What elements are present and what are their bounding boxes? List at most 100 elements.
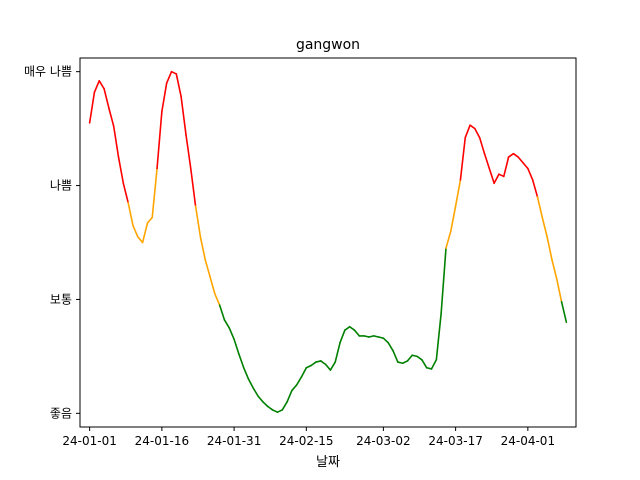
series-line-segment	[339, 329, 346, 344]
series-line-segment	[531, 179, 539, 198]
y-tick-label: 매우 나쁨	[24, 65, 72, 79]
series-line-segment	[440, 247, 447, 314]
series-line-segment	[170, 70, 178, 75]
series-layer	[88, 70, 568, 413]
series-line-segment	[449, 205, 457, 232]
series-line-segment	[156, 110, 163, 170]
series-line-segment	[392, 349, 399, 363]
series-line-segment	[445, 230, 452, 249]
x-axis: 24-01-01 24-01-16 24-01-31 24-02-15 24-03-02…	[62, 427, 555, 448]
x-tick-label: 24-04-01	[501, 434, 555, 448]
series-line-segment	[132, 224, 139, 238]
x-tick-label: 24-03-02	[356, 434, 410, 448]
series-line-segment	[194, 205, 202, 238]
series-line-segment	[348, 325, 356, 331]
series-line-segment	[165, 70, 173, 84]
series-line-segment	[474, 127, 481, 139]
series-line-segment	[416, 355, 423, 361]
series-line-segment	[469, 124, 476, 130]
series-line-segment	[315, 360, 322, 363]
series-line-segment	[319, 360, 327, 366]
series-line-segment	[117, 156, 125, 185]
series-line-segment	[218, 304, 226, 321]
series-line-segment	[180, 95, 187, 136]
series-line-segment	[353, 329, 361, 337]
chart-title: gangwon	[296, 37, 360, 53]
series-line-segment	[295, 376, 303, 386]
series-line-segment	[498, 173, 505, 178]
series-line-segment	[281, 401, 288, 411]
series-line-segment	[214, 292, 221, 306]
series-line-segment	[228, 327, 235, 341]
series-line-segment	[252, 387, 259, 398]
series-line-segment	[291, 384, 298, 392]
series-line-segment	[368, 335, 375, 338]
series-line-segment	[189, 167, 197, 207]
series-line-segment	[324, 363, 332, 371]
series-line-segment	[464, 124, 471, 139]
series-line-segment	[536, 196, 544, 219]
series-line-segment	[546, 236, 553, 261]
series-line-segment	[286, 389, 293, 403]
series-line-segment	[238, 353, 245, 369]
series-line-segment	[127, 201, 134, 227]
series-line-segment	[459, 136, 467, 181]
series-line-segment	[242, 366, 250, 380]
series-line-segment	[512, 152, 520, 158]
series-line-segment	[430, 359, 438, 370]
x-tick-label: 24-02-15	[279, 434, 333, 448]
series-line-segment	[377, 336, 385, 339]
series-line-segment	[555, 278, 563, 303]
series-line-segment	[363, 335, 370, 338]
series-line-segment	[204, 258, 211, 278]
series-line-segment	[411, 354, 418, 358]
series-line-segment	[300, 366, 308, 378]
series-line-segment	[421, 359, 428, 369]
x-axis-label: 날짜	[316, 455, 340, 470]
series-line-segment	[507, 152, 515, 158]
series-line-segment	[310, 361, 317, 367]
series-line-segment	[175, 73, 182, 98]
series-line-segment	[93, 79, 101, 93]
series-line-segment	[488, 167, 495, 185]
series-line-segment	[267, 405, 274, 411]
x-tick-label: 24-01-16	[135, 434, 189, 448]
series-line-segment	[493, 173, 500, 185]
plot-frame	[79, 57, 577, 428]
series-line-segment	[276, 409, 284, 413]
series-line-segment	[478, 136, 486, 155]
series-line-segment	[387, 341, 394, 352]
series-line-segment	[382, 337, 389, 344]
series-line-segment	[161, 82, 168, 113]
series-line-segment	[483, 152, 491, 170]
series-line-segment	[136, 236, 144, 244]
y-tick-label: 나쁨	[50, 179, 72, 193]
x-tick-label: 24-01-31	[207, 434, 261, 448]
series-line-segment	[98, 79, 105, 90]
x-tick-label: 24-03-17	[428, 434, 482, 448]
series-line-segment	[223, 319, 231, 329]
series-line-segment	[271, 409, 279, 413]
series-line-segment	[257, 395, 264, 403]
series-line-segment	[560, 300, 568, 324]
series-line-segment	[401, 360, 409, 365]
series-line-segment	[454, 179, 462, 207]
y-axis: 좋음 보통 나쁨 매우 나쁨	[24, 65, 80, 420]
series-line-segment	[406, 354, 414, 362]
series-line-segment	[112, 125, 120, 158]
series-line-segment	[435, 312, 442, 361]
series-line-segment	[344, 325, 351, 331]
series-line-segment	[122, 182, 129, 204]
series-line-segment	[151, 167, 158, 219]
series-line-segment	[372, 335, 380, 338]
series-line-segment	[397, 361, 404, 365]
series-line-segment	[305, 364, 312, 369]
series-line-segment	[329, 361, 337, 371]
series-line-segment	[185, 133, 192, 170]
series-line-segment	[108, 107, 115, 128]
series-line-segment	[247, 378, 255, 390]
x-tick-label: 24-01-01	[62, 434, 116, 448]
series-line-segment	[522, 161, 529, 170]
series-line-segment	[209, 275, 216, 295]
